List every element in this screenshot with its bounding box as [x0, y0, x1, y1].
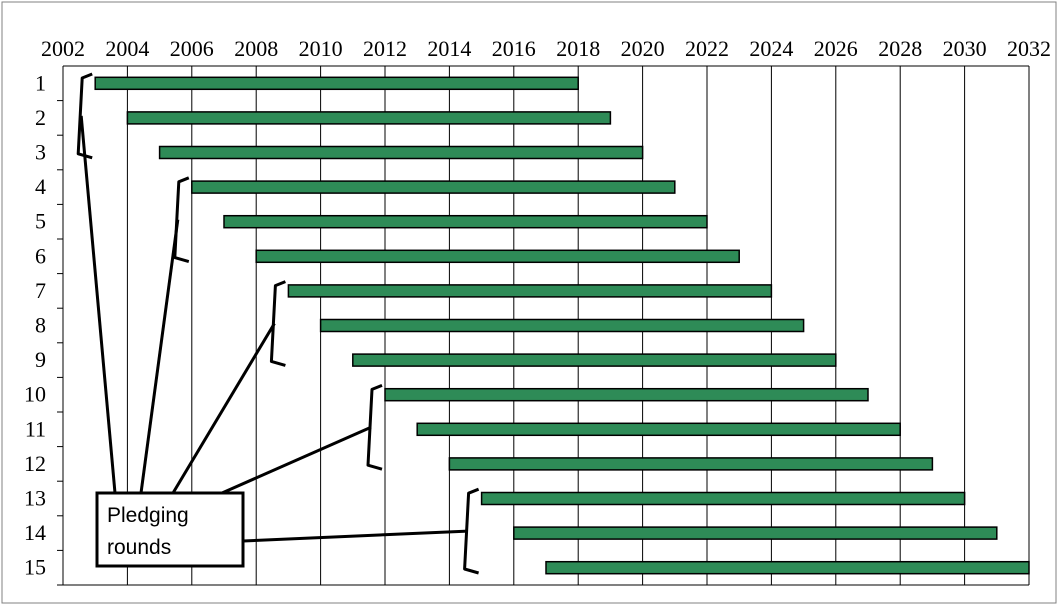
y-tick-label: 14	[24, 520, 46, 545]
bar-row-3	[158, 145, 644, 160]
x-tick-label: 2024	[749, 36, 793, 61]
x-tick-label: 2004	[105, 36, 149, 61]
leader-line-4	[221, 425, 372, 495]
leader-line-5	[242, 529, 468, 543]
x-tick-label: 2002	[41, 36, 85, 61]
y-tick-label: 8	[35, 313, 46, 338]
x-tick-label: 2014	[427, 36, 471, 61]
y-tick-label: 15	[24, 555, 46, 580]
y-tick-label: 12	[24, 451, 46, 476]
bar-row-8	[319, 318, 805, 333]
y-tick-label: 10	[24, 382, 46, 407]
x-tick-label: 2030	[943, 36, 987, 61]
x-tick-label: 2006	[170, 36, 214, 61]
bar-row-10	[384, 387, 869, 402]
y-tick-label: 9	[35, 347, 46, 372]
callout-box	[95, 491, 245, 568]
bar-row-9	[352, 353, 837, 367]
bar-row-1	[94, 76, 579, 91]
bar-row-6	[255, 249, 740, 264]
x-tick-label: 2032	[1007, 36, 1051, 61]
bar-row-5	[223, 214, 708, 229]
leader-line-1	[79, 115, 117, 494]
callout-text-line2: rounds	[107, 536, 171, 559]
bar-row-11	[416, 422, 901, 437]
bars	[94, 76, 1030, 575]
y-tick-label: 11	[25, 416, 46, 441]
x-tick-label: 2026	[814, 36, 858, 61]
x-tick-label: 2016	[492, 36, 536, 61]
leader-line-2	[139, 219, 180, 494]
bar-row-13	[480, 491, 966, 506]
bar-row-4	[191, 180, 676, 194]
x-tick-label: 2022	[685, 36, 729, 61]
y-tick-label: 1	[35, 70, 46, 95]
bar-row-2	[126, 111, 612, 125]
x-tick-label: 2012	[363, 36, 407, 61]
y-tick-label: 6	[35, 243, 46, 268]
callout-text-line1: Pledging	[107, 504, 189, 527]
y-tick-label: 7	[35, 278, 46, 303]
x-tick-label: 2020	[621, 36, 665, 61]
x-tick-label: 2018	[556, 36, 600, 61]
y-tick-label: 13	[24, 486, 46, 511]
bar-row-15	[545, 560, 1030, 575]
bar-row-7	[287, 284, 773, 298]
x-tick-label: 2028	[878, 36, 922, 61]
y-tick-label: 5	[35, 209, 46, 234]
y-tick-label: 2	[35, 105, 46, 130]
pledging-rounds-annotation: Pledging rounds	[76, 72, 480, 575]
y-tick-label: 4	[35, 174, 46, 199]
bar-row-12	[448, 457, 934, 471]
bar-row-14	[513, 526, 998, 540]
x-axis-ticks: 2002 2004 2006 2008 2010 2012 2014 2016 2018 2020…	[41, 36, 1051, 61]
x-tick-label: 2010	[299, 36, 343, 61]
y-tick-label: 3	[35, 140, 46, 165]
leader-lines	[79, 115, 468, 543]
x-tick-label: 2008	[234, 36, 278, 61]
leader-line-3	[171, 322, 276, 494]
